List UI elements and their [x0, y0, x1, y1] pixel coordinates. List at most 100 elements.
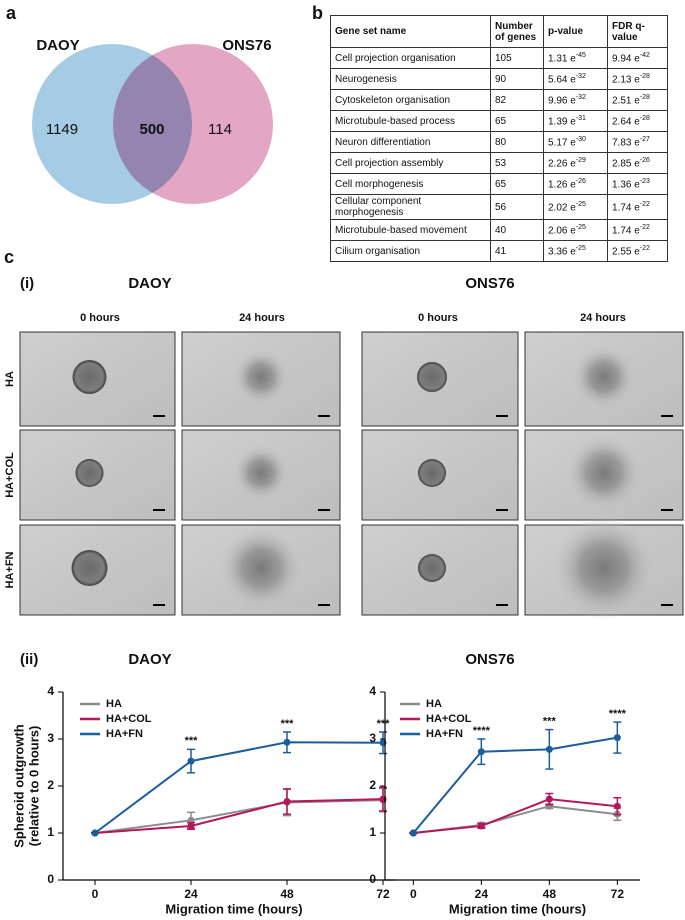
data-point: [545, 795, 553, 803]
value-base: 1.26 e: [548, 179, 576, 191]
spheroid-outgrowth: [566, 435, 642, 511]
gene-set-name: Microtubule-based process: [330, 110, 491, 132]
chart-title: ONS76: [465, 651, 514, 668]
value-exponent: -25: [575, 200, 586, 208]
time-label: 0 hours: [80, 312, 120, 324]
series-line: [94, 741, 384, 834]
p-value: 5.64 e-32: [543, 68, 608, 90]
series-line: [94, 799, 384, 834]
panel-label: (ii): [20, 651, 38, 668]
p-value: 2.06 e-25: [543, 219, 608, 241]
gene-count: 80: [490, 131, 544, 153]
gene-count: 40: [490, 219, 544, 241]
micrograph: [19, 524, 176, 616]
gene-set-name: Neuron differentiation: [330, 131, 491, 153]
value-base: 5.64 e: [548, 74, 576, 86]
data-point: [187, 757, 195, 765]
legend-label: HA+FN: [426, 728, 463, 740]
table-header: p-value: [543, 15, 608, 48]
micrograph: [361, 429, 519, 521]
data-point: [477, 822, 485, 830]
series-line: [94, 798, 384, 834]
gene-set-name: Cytoskeleton organisation: [330, 89, 491, 111]
y-axis-title: Spheroid outgrowth: [11, 724, 26, 848]
value-exponent: -30: [575, 135, 586, 143]
spheroid: [75, 459, 104, 487]
value-exponent: -31: [575, 114, 586, 122]
spheroid-outgrowth: [219, 526, 303, 610]
micrograph: [181, 429, 341, 521]
data-point: [545, 745, 553, 753]
table-row: Microtubule-based process 65 1.39 e-31 2.64…: [330, 110, 668, 132]
gene-set-table: Gene set name Number of genes p-value FDR q…: [330, 15, 668, 262]
value-base: 1.31 e: [548, 53, 576, 65]
spheroid: [72, 360, 107, 394]
condition-label: HA: [4, 371, 16, 387]
y-tick-label: 3: [369, 731, 376, 745]
y-tick-label: 4: [369, 684, 376, 698]
data-point: [187, 822, 195, 830]
x-axis-title: Migration time (hours): [165, 901, 302, 916]
panel-label: a: [6, 3, 17, 23]
spheroid: [418, 459, 446, 487]
series-line: [413, 798, 618, 834]
significance-label: ***: [185, 735, 199, 747]
x-axis-title: Migration time (hours): [449, 901, 586, 916]
data-point: [283, 798, 291, 806]
time-label: 24 hours: [580, 312, 626, 324]
data-point: [613, 734, 621, 742]
y-tick-label: 2: [47, 778, 54, 792]
value-exponent: -28: [639, 114, 650, 122]
value-base: 2.02 e: [548, 202, 576, 214]
micrograph: [181, 331, 341, 427]
x-tick-label: 0: [410, 887, 417, 901]
gene-set-name: Microtubule-based movement: [330, 219, 491, 241]
spheroid-outgrowth: [552, 516, 656, 620]
value-exponent: -42: [639, 51, 650, 59]
significance-label: ****: [609, 708, 627, 720]
panel-label: (i): [20, 275, 34, 292]
value-base: 3.36 e: [548, 246, 576, 258]
y-tick-label: 4: [47, 684, 54, 698]
x-tick-label: 24: [475, 887, 489, 901]
y-tick-label: 1: [47, 825, 54, 839]
p-value: 5.17 e-30: [543, 131, 608, 153]
value-base: 5.17 e: [548, 137, 576, 149]
p-value: 1.31 e-45: [543, 47, 608, 69]
value-exponent: -22: [639, 223, 650, 231]
table-row: Cellular component morphogenesis 56 2.02 e…: [330, 194, 668, 220]
value-base: 2.26 e: [548, 158, 576, 170]
table-row: Neurogenesis 90 5.64 e-32 2.13 e-28: [330, 68, 668, 90]
gene-count: 82: [490, 89, 544, 111]
x-tick-label: 72: [376, 887, 390, 901]
value-exponent: -28: [639, 72, 650, 80]
condition-label: HA+COL: [4, 452, 16, 498]
y-axis-title: (relative to 0 hours): [26, 726, 41, 847]
legend-label: HA+FN: [106, 728, 143, 740]
venn-set-label: DAOY: [36, 37, 79, 54]
value-base: 2.06 e: [548, 225, 576, 237]
table-header-row: Gene set name Number of genes p-value FDR q…: [330, 15, 668, 48]
fdr-q-value: 2.55 e-22: [607, 240, 668, 262]
value-exponent: -23: [639, 177, 650, 185]
value-exponent: -22: [639, 200, 650, 208]
gene-count: 90: [490, 68, 544, 90]
table-row: Neuron differentiation 80 5.17 e-30 7.83 e-…: [330, 131, 668, 153]
micrograph: [19, 331, 176, 427]
x-tick-label: 48: [543, 887, 557, 901]
data-point: [409, 829, 417, 837]
micrograph: [361, 331, 519, 427]
value-base: 2.13 e: [612, 74, 640, 86]
legend-label: HA: [426, 698, 442, 710]
table-row: Cytoskeleton organisation 82 9.96 e-32 2.51…: [330, 89, 668, 111]
micrograph: [181, 524, 341, 616]
gene-count: 56: [490, 194, 544, 220]
value-base: 2.55 e: [612, 246, 640, 258]
table-row: Cilium organisation 41 3.36 e-25 2.55 e-22: [330, 240, 668, 262]
value-base: 1.74 e: [612, 225, 640, 237]
y-tick-label: 1: [369, 825, 376, 839]
series-line: [412, 736, 618, 834]
micrograph: [524, 331, 684, 427]
table-header: Number of genes: [490, 15, 544, 48]
